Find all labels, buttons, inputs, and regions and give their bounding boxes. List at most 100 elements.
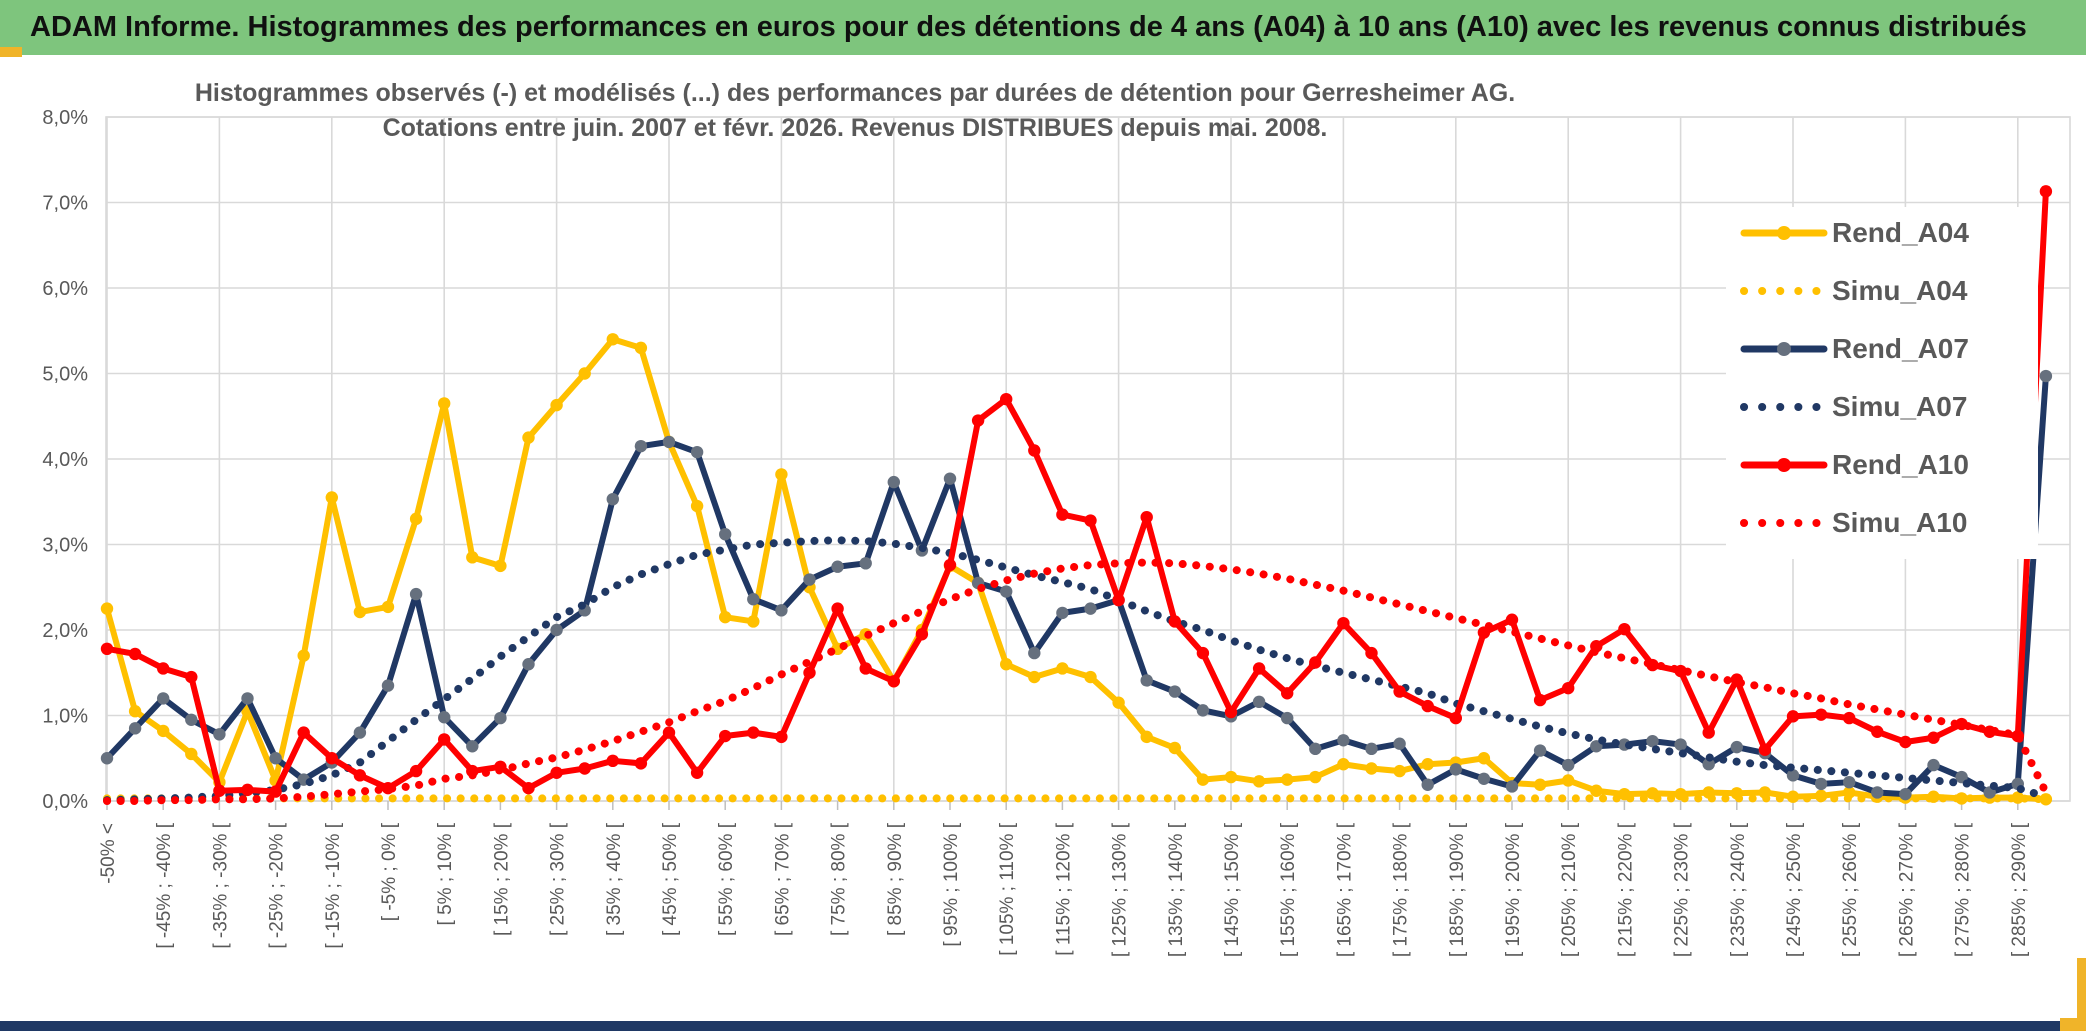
marker-Rend_A10 <box>1365 646 1378 660</box>
marker-Rend_A10 <box>1224 705 1238 719</box>
marker-Rend_A07 <box>775 604 788 617</box>
legend-item-Simu_A04: Simu_A04 <box>1740 275 1968 306</box>
series-Simu_A04 <box>103 794 2050 804</box>
legend-label: Simu_A10 <box>1832 507 1967 538</box>
marker-Rend_A10 <box>634 757 648 770</box>
marker-Rend_A07 <box>1505 780 1519 793</box>
x-tick-label: [ 205% ; 210% [ <box>1559 822 1580 957</box>
marker-Rend_A07 <box>1168 685 1182 698</box>
marker-Rend_A10 <box>1281 687 1294 700</box>
marker-Rend_A04 <box>1281 773 1294 786</box>
marker-Rend_A10 <box>859 662 872 675</box>
marker-Rend_A07 <box>494 711 507 725</box>
marker-Rend_A07 <box>1084 602 1097 615</box>
marker-Rend_A07 <box>1309 742 1322 756</box>
marker-Rend_A07 <box>1927 758 1940 772</box>
marker-Rend_A10 <box>1000 392 1013 406</box>
marker-Rend_A04 <box>157 724 170 738</box>
x-tick-label: [ 55% ; 60% [ <box>716 822 737 936</box>
x-tick-label: [ 265% ; 270% [ <box>1896 822 1917 957</box>
marker-Rend_A10 <box>213 784 226 797</box>
marker-Rend_A07 <box>1365 742 1378 756</box>
marker-Rend_A07 <box>1000 585 1013 598</box>
x-tick-label: -50% < <box>98 823 119 884</box>
marker-Rend_A07 <box>128 722 142 735</box>
x-tick-label: [ 275% ; 280% [ <box>1953 822 1974 957</box>
marker-Rend_A07 <box>887 475 900 489</box>
marker-Rend_A04 <box>1337 758 1350 771</box>
marker-Rend_A07 <box>719 528 732 541</box>
marker-Rend_A07 <box>1140 674 1153 687</box>
marker-Rend_A04 <box>522 431 535 444</box>
marker-Rend_A04 <box>297 649 310 662</box>
marker-Rend_A04 <box>325 491 338 504</box>
x-tick-label: [ 15% ; 20% [ <box>491 822 512 936</box>
marker-Rend_A07 <box>1814 777 1828 791</box>
marker-Rend_A10 <box>578 762 591 775</box>
bottom-border-bar <box>0 1021 2086 1031</box>
marker-Rend_A07 <box>1899 787 1912 801</box>
marker-Rend_A10 <box>1252 662 1266 675</box>
x-tick-label: [ 145% ; 150% [ <box>1222 822 1243 957</box>
marker-Rend_A04 <box>1533 778 1547 791</box>
corner-border-accent <box>2060 1018 2086 1031</box>
marker-Rend_A10 <box>690 766 704 779</box>
marker-Rend_A07 <box>522 658 535 671</box>
marker-Rend_A10 <box>803 666 816 679</box>
marker-Rend_A10 <box>185 670 198 684</box>
marker-Rend_A10 <box>438 733 451 746</box>
marker-Rend_A04 <box>578 367 591 380</box>
marker-Rend_A07 <box>438 711 451 724</box>
series-Simu_A10 <box>103 558 2050 805</box>
marker-Rend_A07 <box>1477 772 1491 785</box>
marker-Rend_A07 <box>466 740 479 753</box>
marker-Rend_A07 <box>1421 778 1434 791</box>
x-tick-label: [ 65% ; 70% [ <box>772 822 793 936</box>
marker-Rend_A04 <box>2039 793 2053 806</box>
marker-Rend_A04 <box>185 747 198 761</box>
legend-swatch-marker <box>1777 458 1791 472</box>
legend-label: Simu_A04 <box>1832 275 1968 306</box>
marker-Rend_A04 <box>128 705 142 718</box>
x-tick-label: [ 215% ; 220% [ <box>1615 822 1636 957</box>
marker-Rend_A10 <box>269 785 282 798</box>
marker-Rend_A04 <box>1084 670 1097 684</box>
marker-Rend_A10 <box>606 754 619 768</box>
chart-title: Histogrammes observés (-) et modélisés (… <box>195 79 1515 107</box>
marker-Rend_A10 <box>1843 711 1856 725</box>
marker-Rend_A10 <box>747 726 760 739</box>
marker-Rend_A04 <box>438 397 451 410</box>
marker-Rend_A04 <box>381 600 395 614</box>
x-tick-label: [ 225% ; 230% [ <box>1672 822 1693 957</box>
marker-Rend_A07 <box>1281 711 1294 725</box>
x-tick-label: [ 105% ; 110% [ <box>997 822 1018 955</box>
marker-Rend_A10 <box>353 769 367 782</box>
legend-swatch-marker <box>1777 342 1791 356</box>
marker-Rend_A10 <box>409 764 423 778</box>
x-tick-label: [ -35% ; -30% [ <box>210 822 231 948</box>
marker-Rend_A07 <box>550 623 563 637</box>
marker-Rend_A04 <box>1365 762 1378 775</box>
marker-Rend_A07 <box>1393 737 1406 750</box>
x-tick-label: [ 155% ; 160% [ <box>1278 822 1299 957</box>
chart-subtitle: Cotations entre juin. 2007 et févr. 2026… <box>383 114 1328 142</box>
marker-Rend_A07 <box>269 752 282 765</box>
marker-Rend_A04 <box>100 602 114 615</box>
marker-Rend_A07 <box>1028 646 1041 660</box>
series-Simu_A07 <box>103 536 2050 805</box>
legend-label: Rend_A04 <box>1832 217 1969 248</box>
marker-Rend_A10 <box>775 730 788 744</box>
marker-Rend_A07 <box>353 726 367 739</box>
y-tick-label: 5,0% <box>42 364 88 386</box>
marker-Rend_A04 <box>550 398 563 412</box>
x-tick-label: [ 245% ; 250% [ <box>1784 822 1805 957</box>
y-tick-label: 6,0% <box>42 278 88 300</box>
marker-Rend_A07 <box>1337 734 1350 747</box>
x-tick-label: [ 35% ; 40% [ <box>604 822 625 936</box>
marker-Rend_A04 <box>2011 791 2025 804</box>
x-axis-labels: -50% < [ -45% ; -40% [[ -35% ; -30% [[ -2… <box>98 822 2030 957</box>
marker-Rend_A10 <box>325 752 338 765</box>
marker-Rend_A10 <box>1196 646 1210 660</box>
marker-Rend_A07 <box>241 692 254 705</box>
